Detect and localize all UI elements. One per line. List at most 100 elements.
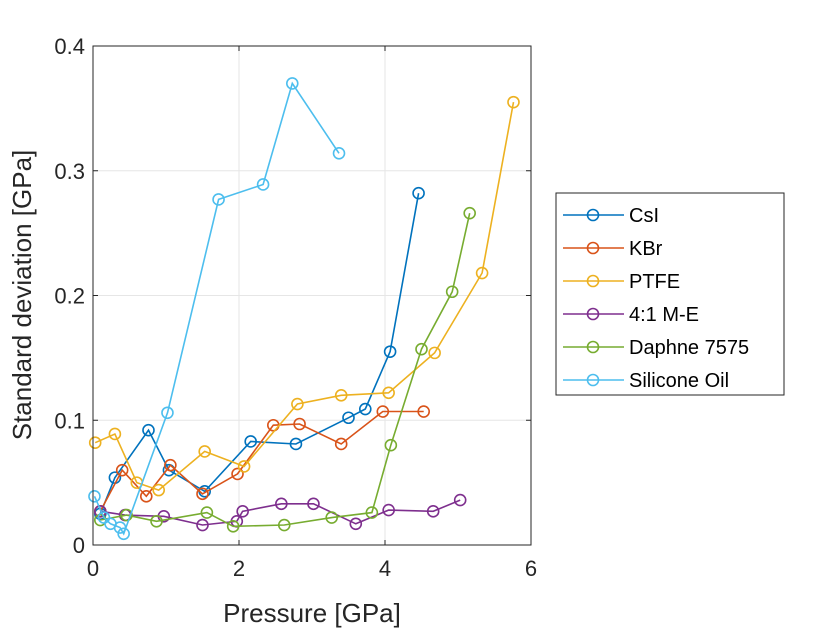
legend-label: 4:1 M-E — [629, 304, 699, 326]
data-point — [88, 490, 101, 503]
data-point — [334, 388, 348, 402]
data-point — [108, 427, 122, 441]
data-point — [507, 95, 520, 109]
data-point — [428, 346, 441, 360]
data-point — [453, 493, 467, 507]
legend-label: KBr — [629, 238, 663, 260]
legend-item-kbr: KBr — [563, 238, 663, 260]
series-line-csi — [99, 193, 420, 515]
data-point — [198, 445, 211, 458]
data-point — [244, 435, 257, 448]
legend-item-daphne-7575: Daphne 7575 — [563, 337, 749, 359]
series-group — [88, 77, 520, 541]
data-point — [415, 342, 428, 356]
legend-marker — [586, 241, 600, 255]
data-point — [342, 411, 355, 425]
legend-label: Daphne 7575 — [629, 337, 749, 359]
data-point — [412, 186, 425, 200]
legend-marker — [586, 373, 600, 387]
data-point — [196, 518, 209, 532]
data-point — [164, 458, 177, 472]
data-point — [285, 77, 299, 90]
data-point — [162, 463, 176, 477]
data-point — [236, 505, 249, 518]
data-point — [152, 483, 165, 497]
series-csi — [94, 186, 425, 521]
y-tick-label: 0.4 — [54, 34, 85, 59]
data-point — [139, 490, 153, 503]
x-axis-label: Pressure [GPa] — [223, 598, 401, 628]
data-point — [307, 497, 320, 511]
data-point — [293, 417, 306, 431]
y-axis-label: Standard deviation [GPa] — [7, 150, 37, 441]
data-point — [475, 266, 489, 280]
legend: CsI KBr PTFE 4:1 M-E Daphne 7575 Silicone Oil — [555, 192, 785, 396]
series-ptfe — [88, 95, 520, 497]
legend-label: PTFE — [629, 271, 680, 293]
data-point — [291, 397, 304, 411]
data-point — [445, 285, 459, 299]
data-point — [332, 146, 346, 160]
data-point — [426, 505, 440, 518]
data-point — [161, 406, 174, 420]
data-point — [256, 178, 270, 191]
data-point — [196, 487, 209, 501]
legend-item-4-1-m-e: 4:1 M-E — [563, 304, 699, 326]
data-point — [275, 497, 288, 511]
series-daphne-7575 — [94, 206, 476, 533]
data-point — [289, 437, 303, 451]
legend-marker — [586, 307, 600, 321]
data-point — [97, 511, 111, 524]
data-point — [325, 511, 339, 524]
data-point — [200, 506, 214, 519]
data-point — [349, 517, 363, 531]
legend-item-ptfe: PTFE — [563, 271, 680, 293]
data-point — [463, 206, 476, 220]
data-point — [113, 521, 127, 534]
data-point — [417, 405, 430, 418]
series-silicone-oil — [88, 77, 346, 541]
x-tick-label: 4 — [379, 556, 391, 581]
x-tick-label: 6 — [525, 556, 537, 581]
tick-labels: 0 2 4 6 0 0.1 0.2 0.3 0.4 — [54, 34, 537, 581]
data-point — [226, 519, 240, 533]
y-tick-label: 0.1 — [54, 408, 85, 433]
series-line-ptfe — [94, 101, 515, 492]
data-point — [382, 386, 395, 400]
data-point — [334, 437, 348, 451]
data-point — [88, 436, 102, 450]
data-point — [142, 423, 155, 437]
legend-item-csi: CsI — [563, 205, 659, 227]
data-point — [383, 345, 397, 358]
data-point — [237, 460, 251, 473]
legend-marker — [586, 274, 600, 288]
y-tick-label: 0 — [73, 533, 85, 558]
series-line-silicone-oil — [93, 81, 340, 536]
x-tick-label: 0 — [87, 556, 99, 581]
legend-label: CsI — [629, 205, 659, 227]
y-tick-label: 0.2 — [54, 284, 85, 309]
data-point — [115, 463, 129, 477]
legend-label: Silicone Oil — [629, 370, 729, 392]
data-point — [365, 506, 379, 519]
data-point — [382, 503, 395, 517]
data-point — [150, 514, 163, 528]
y-tick-label: 0.3 — [54, 159, 85, 184]
data-point — [117, 527, 130, 541]
tick-marks — [92, 45, 532, 546]
legend-box — [555, 192, 785, 396]
data-point — [384, 438, 398, 452]
data-point — [376, 405, 390, 418]
data-point — [94, 505, 107, 518]
x-tick-label: 2 — [233, 556, 245, 581]
legend-marker — [586, 340, 600, 354]
data-point — [120, 508, 133, 522]
legend-marker — [586, 208, 600, 222]
data-point — [231, 467, 244, 481]
grid — [93, 46, 531, 545]
legend-item-silicone-oil: Silicone Oil — [563, 370, 729, 392]
data-point — [212, 193, 225, 206]
data-point — [277, 518, 291, 532]
data-point — [358, 402, 372, 416]
